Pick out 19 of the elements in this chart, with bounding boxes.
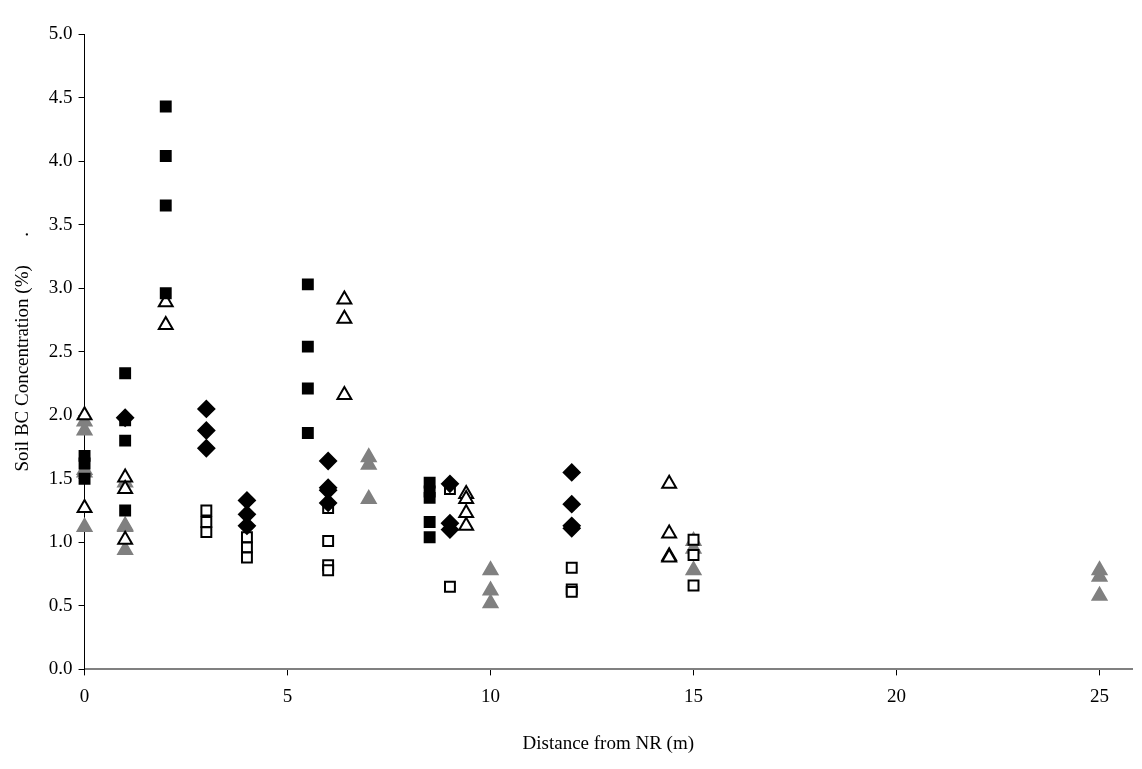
- y-tick-label: 2.5: [48, 339, 73, 361]
- x-tick-label: 10: [481, 684, 501, 706]
- x-tick-label: 25: [1090, 684, 1110, 706]
- y-tick-label: 4.0: [48, 149, 73, 171]
- y-axis-title: Soil BC Concentration (%) .: [11, 231, 34, 472]
- y-tick-label: 0.5: [48, 593, 73, 615]
- y-tick-label: 5.0: [48, 21, 73, 43]
- y-tick-label: 3.5: [48, 212, 73, 234]
- y-tick-label: 1.5: [48, 466, 73, 488]
- y-tick-label: 2.0: [48, 403, 73, 425]
- x-tick-label: 0: [79, 684, 90, 706]
- x-axis-title: Distance from NR (m): [522, 731, 695, 754]
- x-tick-label: 15: [684, 684, 704, 706]
- y-tick-label: 3.0: [48, 276, 73, 298]
- y-tick-label: 1.0: [48, 530, 73, 552]
- y-tick-label: 0.0: [48, 657, 73, 679]
- x-tick-label: 20: [887, 684, 907, 706]
- y-tick-label: 4.5: [48, 85, 73, 107]
- x-tick-label: 5: [282, 684, 293, 706]
